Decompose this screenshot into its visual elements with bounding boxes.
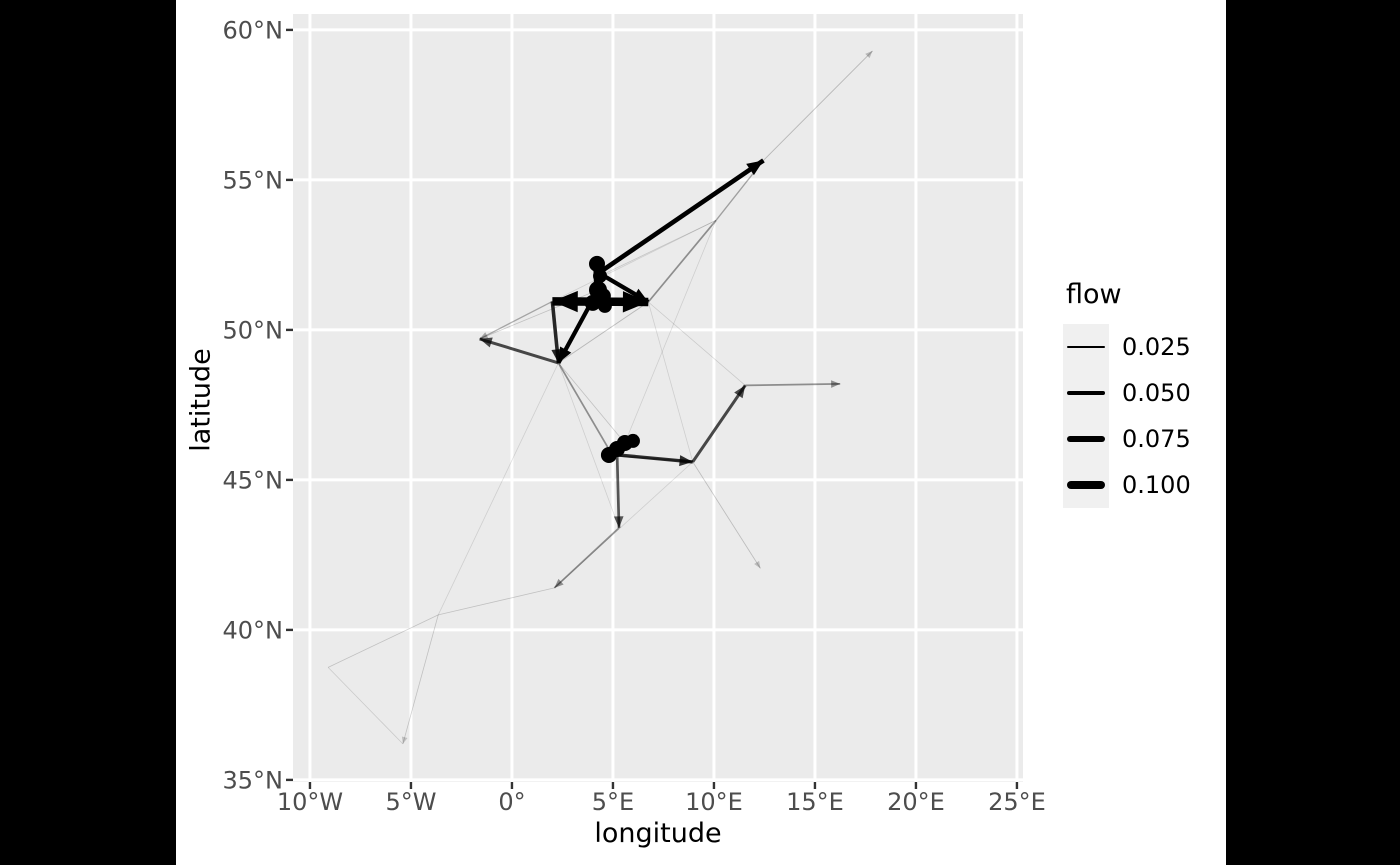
flow-arrow <box>553 527 620 589</box>
letterbox-left <box>0 0 176 865</box>
y-tick-label: 55°N <box>223 166 284 194</box>
flow-arrowhead <box>831 380 841 388</box>
flow-arrowhead <box>401 736 408 744</box>
legend-entries: 0.025 0.050 0.075 0.100 <box>1063 324 1223 508</box>
x-tick-label: 20°E <box>887 788 945 816</box>
flow-arrowhead <box>613 516 624 528</box>
y-axis-title: latitude <box>185 348 217 452</box>
letterbox-right <box>1226 0 1400 865</box>
flow-arrow <box>327 667 404 745</box>
flow-arrowhead <box>479 337 493 348</box>
flow-arrow <box>691 384 747 463</box>
legend-key <box>1063 462 1109 508</box>
flow-arrowhead <box>552 290 578 313</box>
flow-arrow <box>624 220 717 444</box>
city-node <box>588 255 605 272</box>
legend-key <box>1063 370 1109 416</box>
legend-label: 0.100 <box>1122 471 1191 499</box>
city-node <box>584 294 601 311</box>
legend-entry: 0.075 <box>1063 416 1223 462</box>
y-tick-label: 50°N <box>223 316 284 344</box>
legend-line-sample <box>1067 480 1105 490</box>
flow-arrow <box>557 362 613 455</box>
legend-line-sample <box>1067 390 1105 396</box>
flow-arrow <box>692 461 761 569</box>
x-tick-label: 10°E <box>685 788 743 816</box>
flow-arrowhead <box>551 348 563 363</box>
flow-arrow <box>763 50 873 161</box>
flow-arrow <box>558 362 620 529</box>
flow-arrowhead <box>865 50 873 59</box>
flow-arrow <box>479 300 553 340</box>
flow-arrowhead <box>622 291 649 313</box>
city-node <box>593 268 608 283</box>
flow-arrow <box>608 454 693 463</box>
flow-arrow <box>745 383 841 387</box>
flow-arrowhead <box>679 455 693 467</box>
plot-panel <box>293 14 1023 782</box>
legend-line-sample <box>1067 435 1105 443</box>
flow-arrow <box>479 289 599 340</box>
flow-arrow <box>552 220 717 302</box>
flow-arrow <box>715 159 764 221</box>
legend-label: 0.075 <box>1122 425 1191 453</box>
flow-arrowhead <box>631 288 649 302</box>
flow-arrow <box>647 219 717 303</box>
x-tick-label: 10°W <box>277 788 343 816</box>
flow-arrow <box>402 614 439 745</box>
y-tick-label: 60°N <box>223 16 284 44</box>
x-tick-label: 25°E <box>988 788 1046 816</box>
flow-arrow <box>437 362 559 616</box>
legend-entry: 0.050 <box>1063 370 1223 416</box>
x-tick-label: 5°W <box>385 788 436 816</box>
x-tick-label: 0° <box>498 788 525 816</box>
flow-arrowhead <box>734 385 746 399</box>
legend-key <box>1063 324 1109 370</box>
x-tick-label: 5°E <box>592 788 634 816</box>
flow-arrow <box>479 337 559 365</box>
flow-arrow <box>611 452 693 464</box>
flow-arrow <box>558 362 626 444</box>
y-tick-label: 35°N <box>223 766 284 794</box>
legend-label: 0.050 <box>1122 379 1191 407</box>
flow-arrowhead <box>754 560 761 569</box>
flow-arrow <box>615 449 621 528</box>
flow-arrow <box>599 220 717 277</box>
flow-arrowhead <box>554 578 564 588</box>
flow-arrow <box>558 301 649 364</box>
y-tick-label: 40°N <box>223 616 284 644</box>
flow-legend: flow 0.025 0.050 0.075 0.100 <box>1063 281 1223 508</box>
flow-arrow <box>648 301 746 386</box>
legend-key <box>1063 416 1109 462</box>
y-tick-label: 45°N <box>223 466 284 494</box>
legend-entry: 0.025 <box>1063 324 1223 370</box>
flow-arrowhead <box>746 160 764 176</box>
legend-title: flow <box>1066 279 1122 310</box>
city-node <box>597 298 612 313</box>
x-tick-label: 15°E <box>786 788 844 816</box>
x-axis-title: longitude <box>594 818 722 849</box>
flow-arrow <box>438 587 555 616</box>
legend-entry: 0.100 <box>1063 462 1223 508</box>
flow-arrow <box>327 614 439 668</box>
legend-line-sample <box>1067 345 1105 349</box>
flow-arrow <box>647 301 694 463</box>
legend-label: 0.025 <box>1122 333 1191 361</box>
flow-arrow <box>554 461 694 589</box>
flow-arrowhead <box>479 332 489 339</box>
city-node <box>625 433 640 448</box>
flow-arrow <box>597 158 765 275</box>
